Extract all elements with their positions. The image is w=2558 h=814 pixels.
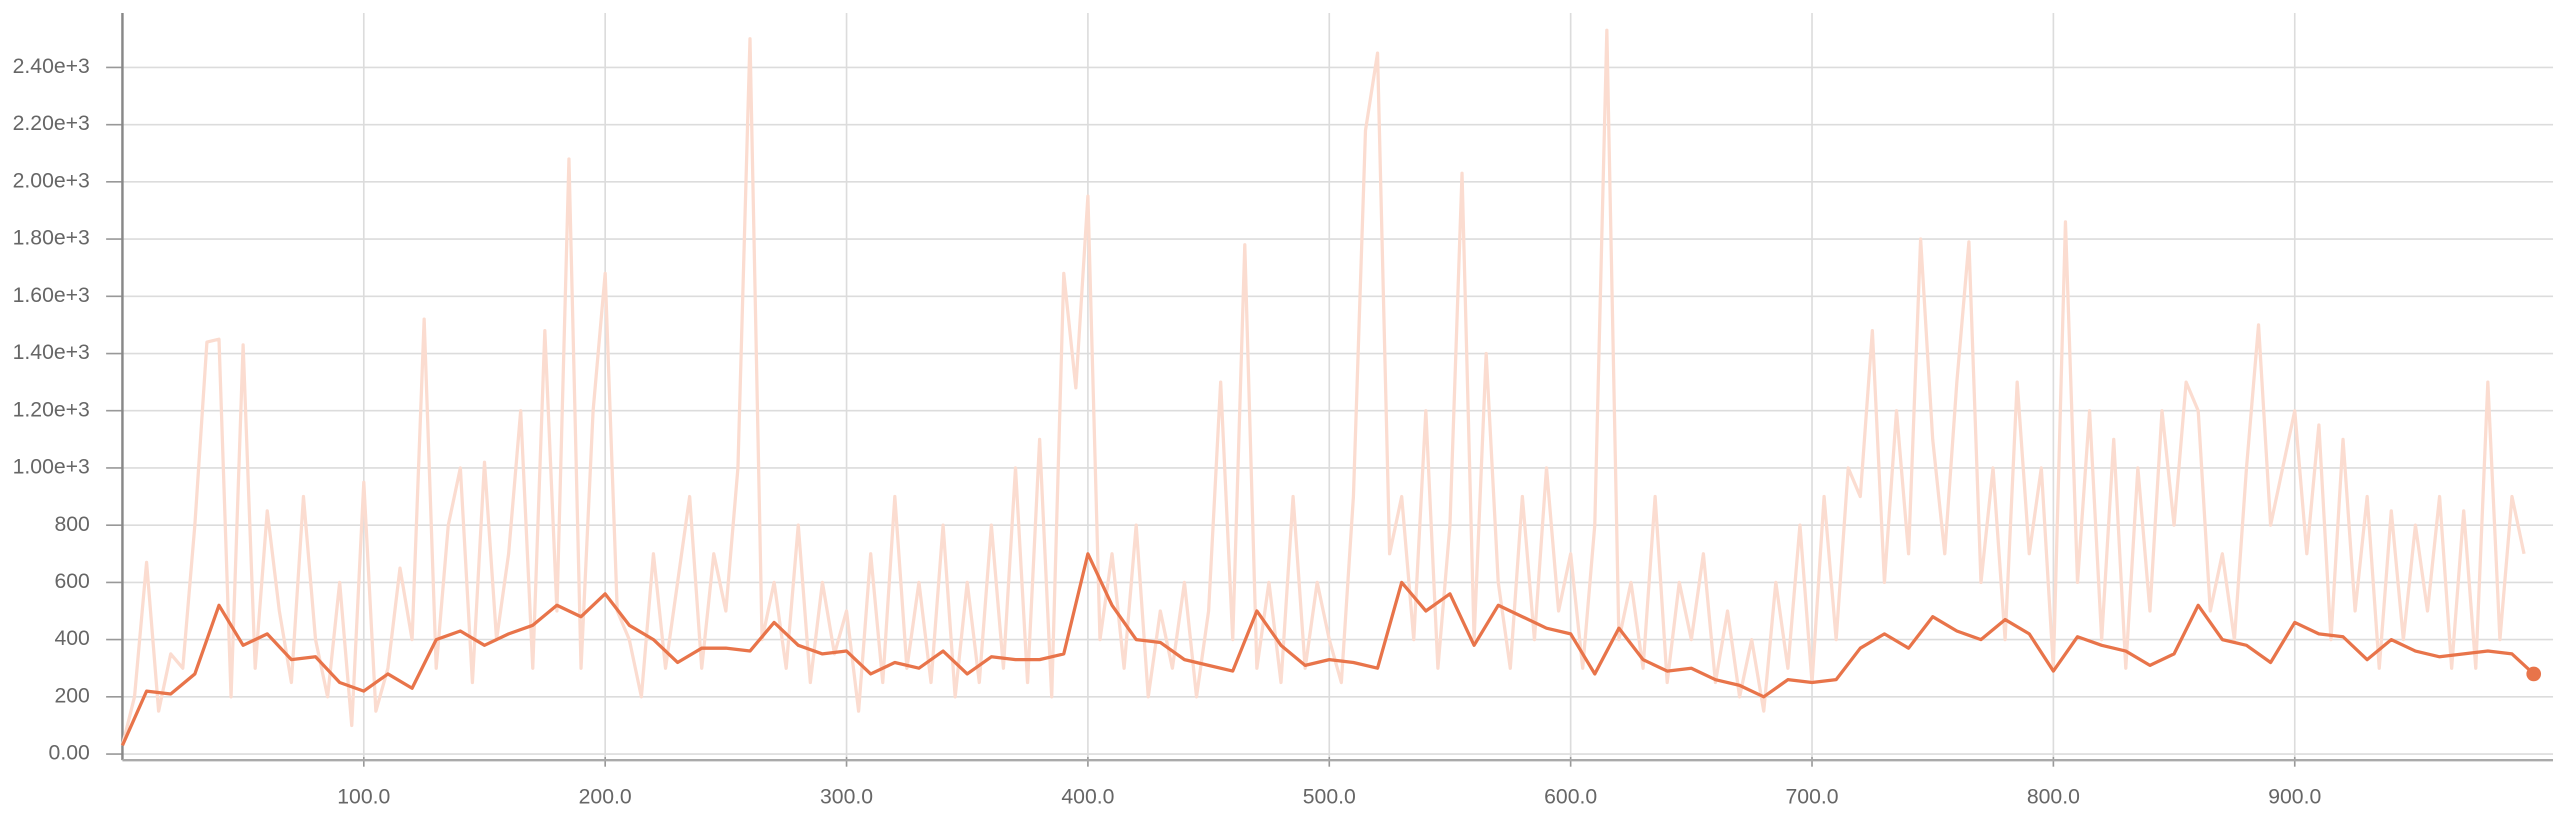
x-tick-label: 300.0: [820, 785, 873, 808]
x-tick-label: 500.0: [1303, 785, 1356, 808]
x-tick-label: 700.0: [1785, 785, 1838, 808]
x-tick-label: 100.0: [337, 785, 390, 808]
y-tick-label: 2.20e+3: [13, 112, 90, 135]
smoothed-line: [120, 552, 2535, 747]
y-tick-label: 1.00e+3: [13, 456, 90, 479]
x-tick-label: 800.0: [2027, 785, 2080, 808]
y-tick-label: 1.80e+3: [13, 227, 90, 250]
x-tick-label: 200.0: [579, 785, 632, 808]
y-tick-label: 0.00: [49, 742, 90, 765]
y-tick-label: 600: [54, 570, 89, 593]
y-tick-label: 2.00e+3: [13, 169, 90, 192]
y-tick-label: 2.40e+3: [13, 55, 90, 78]
x-tick-label: 600.0: [1544, 785, 1597, 808]
y-tick-label: 1.20e+3: [13, 398, 90, 421]
end-point: [2526, 666, 2542, 682]
y-tick-label: 200: [54, 684, 89, 707]
y-tick-label: 800: [54, 513, 89, 536]
y-tick-label: 400: [54, 627, 89, 650]
y-tick-label: 1.40e+3: [13, 341, 90, 364]
raw-line: [120, 28, 2526, 746]
x-tick-label: 400.0: [1061, 785, 1114, 808]
x-tick-label: 900.0: [2268, 785, 2321, 808]
y-tick-label: 1.60e+3: [13, 284, 90, 307]
